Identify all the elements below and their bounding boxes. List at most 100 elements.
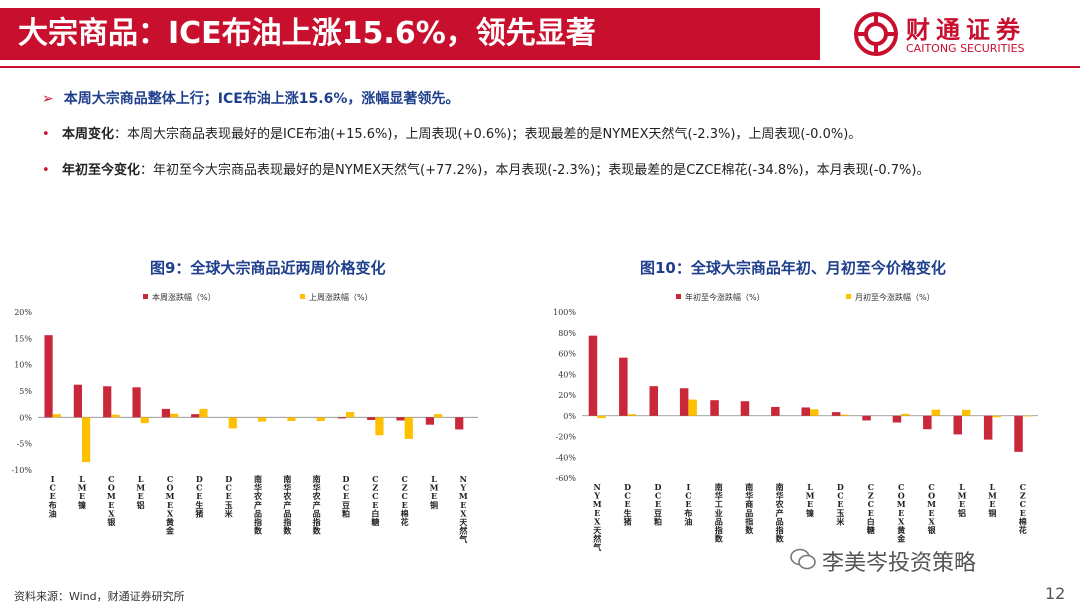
source-note: 资料来源：Wind，财通证券研究所 <box>14 590 185 603</box>
y-tick-label: 80% <box>558 329 576 338</box>
bar-secondary <box>346 412 355 418</box>
legend-label: 月初至今涨跌幅（%） <box>855 292 935 302</box>
page-number: 12 <box>1045 584 1066 603</box>
bar-secondary <box>1022 415 1032 417</box>
y-tick-label: 15% <box>14 334 32 343</box>
category-label: C Z C E 白糖 <box>371 474 379 527</box>
y-tick-label: -40% <box>556 453 577 462</box>
bar-secondary <box>228 417 237 429</box>
bar-secondary <box>810 409 819 416</box>
bar-primary <box>44 335 53 418</box>
bar-primary <box>425 417 434 425</box>
y-tick-label: -60% <box>556 474 577 483</box>
y-tick-label: 0% <box>563 412 576 421</box>
bar-secondary <box>404 417 413 439</box>
bar-primary <box>801 407 810 416</box>
category-label: 南华工业品指数 <box>715 482 724 544</box>
bar-primary <box>455 417 464 430</box>
category-label: D C E 豆粕 <box>342 474 350 518</box>
bar-primary <box>679 388 689 416</box>
logo: 财通证券 CAITONG SECURITIES <box>850 8 1070 60</box>
category-label: D C E 玉米 <box>835 482 845 526</box>
category-label: D C E 玉米 <box>224 474 234 518</box>
bar-primary <box>588 335 598 416</box>
category-label: C O M E X 黄金 <box>165 474 175 536</box>
bar-primary <box>983 415 993 440</box>
watermark: 李美岑投资策略 <box>822 551 977 576</box>
bar-primary <box>953 415 962 435</box>
category-label: 南华商品指数 <box>745 482 754 535</box>
summary-text: 本周大宗商品整体上行；ICE布油上涨15.6%，涨幅显著领先。 <box>63 91 460 107</box>
bar-secondary <box>170 413 179 418</box>
category-label: 南华农产品指数 <box>253 474 263 536</box>
bar-primary <box>740 401 750 416</box>
bar-secondary <box>316 417 325 422</box>
bar-primary <box>103 386 112 418</box>
bar-primary <box>892 415 902 423</box>
chart1-title: 图9：全球大宗商品近两周价格变化 <box>150 259 386 277</box>
bar-primary <box>923 415 932 430</box>
bar-secondary <box>82 417 91 463</box>
bar-primary <box>771 406 780 416</box>
bar-secondary <box>199 408 208 418</box>
wechat-icon <box>790 548 816 570</box>
bar-primary <box>1014 415 1023 452</box>
category-label: C Z C E 白糖 <box>867 482 875 535</box>
category-label: C Z C E 棉花 <box>1019 482 1027 535</box>
y-tick-label: 20% <box>558 391 576 400</box>
bar-primary <box>396 417 405 421</box>
y-tick-label: -5% <box>17 440 33 449</box>
arrow-icon: ➢ <box>42 91 54 107</box>
category-label: C Z C E 棉花 <box>401 474 409 527</box>
bar-primary <box>831 412 841 416</box>
header-divider <box>0 66 1080 68</box>
bullet-text: ：本周大宗商品表现最好的是ICE布油(+15.6%)，上周表现(+0.6%)；表… <box>114 127 862 142</box>
legend-label: 上周涨跌幅（%） <box>309 292 373 302</box>
category-label: 南华农产品指数 <box>312 474 322 536</box>
title-bar: 大宗商品：ICE布油上涨15.6%，领先显著 <box>0 8 820 60</box>
summary-line: ➢ 本周大宗商品整体上行；ICE布油上涨15.6%，涨幅显著领先。 <box>42 88 459 108</box>
bar-primary <box>649 386 658 416</box>
category-label: D C E 豆粕 <box>654 482 662 526</box>
category-label: I C E 布油 <box>48 474 57 518</box>
legend-swatch <box>676 294 681 299</box>
bullet-weekly: • 本周变化：本周大宗商品表现最好的是ICE布油(+15.6%)，上周表现(+0… <box>42 123 1042 147</box>
bar-primary <box>337 417 346 419</box>
category-label: I C E 布油 <box>683 482 692 526</box>
y-tick-label: -10% <box>12 466 33 475</box>
category-label: 南华农产品指数 <box>282 474 292 536</box>
y-tick-label: 20% <box>14 308 32 317</box>
legend-swatch <box>846 294 851 299</box>
chart2-title: 图10：全球大宗商品年初、月初至今价格变化 <box>640 259 946 277</box>
bar-secondary <box>627 414 637 416</box>
bullet-label: 年初至今变化 <box>62 163 141 178</box>
bar-primary <box>73 384 82 418</box>
y-tick-label: 40% <box>558 370 576 379</box>
bar-primary <box>619 357 628 416</box>
bar-secondary <box>52 414 61 418</box>
legend-swatch <box>300 294 305 299</box>
weekly-change-chart: -10% -5% 0% 5% 10% 15% 20% 本周涨跌幅（%） 上周涨跌幅（%） I C E 布… <box>12 292 478 544</box>
legend-label: 年初至今涨跌幅（%） <box>685 292 765 302</box>
bar-secondary <box>688 399 697 416</box>
y-tick-label: 100% <box>553 308 576 317</box>
bar-secondary <box>931 409 941 416</box>
bar-secondary <box>375 417 384 436</box>
bar-secondary <box>434 414 443 418</box>
bar-secondary <box>111 414 120 418</box>
legend-label: 本周涨跌幅（%） <box>152 292 216 302</box>
bar-secondary <box>287 417 296 422</box>
category-label: D C E 生猪 <box>623 482 632 526</box>
category-label: D C E 生猪 <box>194 474 203 518</box>
bullet-icon: • <box>42 163 50 178</box>
bar-secondary <box>901 413 910 416</box>
category-label: 南华农产品指数 <box>775 482 785 544</box>
bar-primary <box>161 408 170 418</box>
